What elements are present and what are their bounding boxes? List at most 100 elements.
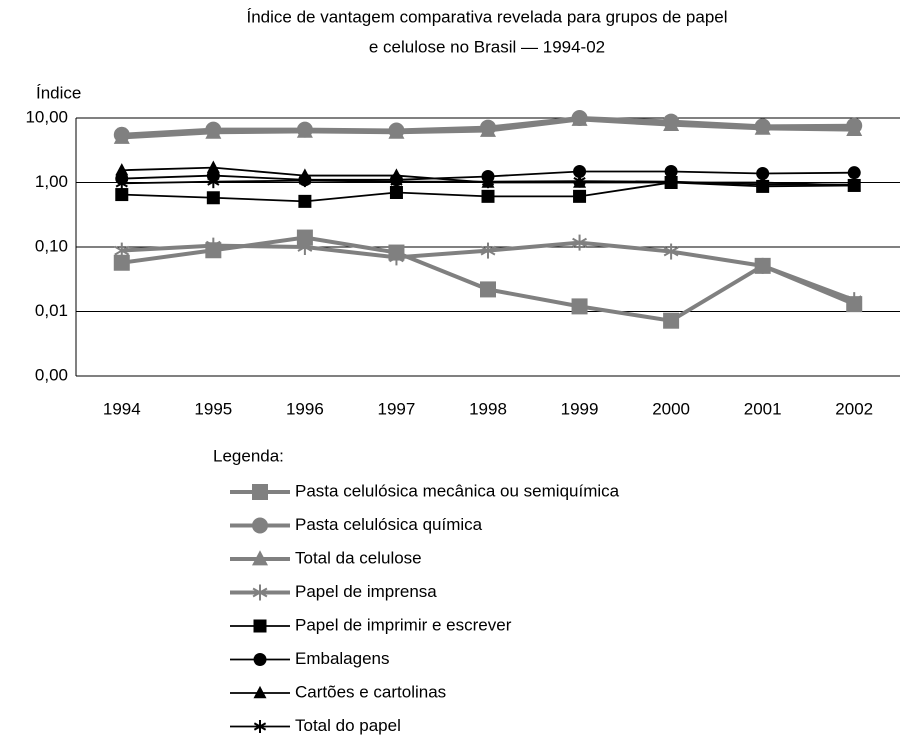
legend-label: Total da celulose: [295, 548, 422, 567]
legend-label: Total do papel: [295, 716, 401, 735]
marker-stroke: [848, 180, 861, 189]
marker: [115, 176, 128, 190]
marker: [297, 239, 313, 255]
marker: [573, 165, 587, 179]
x-tick-label: 2002: [835, 399, 873, 418]
marker: [389, 249, 404, 266]
y-tick-label: 0,01: [35, 301, 68, 320]
marker-stroke: [846, 295, 862, 306]
marker: [480, 281, 496, 298]
marker-stroke: [756, 180, 769, 189]
marker: [253, 619, 267, 633]
marker: [252, 484, 268, 500]
legend-label: Pasta celulósica química: [295, 515, 483, 534]
marker: [389, 185, 403, 199]
marker: [296, 229, 313, 246]
marker: [756, 178, 769, 192]
marker-stroke: [115, 179, 128, 188]
chart-title: Índice de vantagem comparativa revelada …: [246, 7, 727, 26]
marker: [664, 175, 678, 189]
marker-stroke: [664, 177, 678, 186]
x-tick-label: 1996: [286, 399, 324, 418]
marker-stroke: [114, 245, 130, 256]
x-tick-label: 1997: [378, 399, 416, 418]
marker: [252, 584, 268, 601]
marker-stroke: [298, 176, 312, 185]
marker: [114, 242, 130, 259]
legend-label: Papel de imprensa: [295, 582, 437, 601]
marker-stroke: [253, 722, 267, 731]
marker-stroke: [663, 246, 679, 257]
marker: [573, 189, 587, 203]
marker-stroke: [573, 177, 586, 186]
x-tick-label: 1999: [561, 399, 599, 418]
marker: [253, 653, 267, 666]
marker: [298, 194, 312, 208]
marker-stroke: [480, 245, 496, 256]
marker: [206, 160, 220, 173]
chart-title: e celulose no Brasil — 1994-02: [369, 37, 605, 56]
marker: [481, 189, 495, 203]
marker: [253, 685, 267, 699]
x-tick-label: 1998: [469, 399, 507, 418]
marker-stroke: [389, 252, 404, 263]
marker: [663, 243, 679, 260]
marker-stroke: [297, 242, 313, 252]
marker: [663, 312, 680, 329]
marker: [115, 163, 129, 176]
y-axis-label: Índice: [36, 83, 81, 102]
marker: [298, 174, 312, 188]
marker: [296, 122, 313, 138]
marker: [663, 115, 680, 132]
y-tick-label: 0,00: [35, 365, 68, 384]
marker: [115, 188, 129, 202]
marker: [480, 121, 496, 137]
marker: [113, 128, 130, 144]
marker: [846, 120, 863, 137]
marker: [571, 298, 588, 315]
marker: [390, 175, 403, 189]
legend-label: Embalagens: [295, 649, 390, 668]
marker: [252, 517, 268, 534]
y-tick-label: 10,00: [25, 107, 68, 126]
marker: [847, 166, 861, 180]
marker: [756, 166, 770, 180]
marker-stroke: [390, 177, 403, 186]
marker: [754, 119, 771, 135]
marker: [571, 110, 588, 126]
marker: [113, 254, 130, 271]
marker: [846, 292, 862, 309]
legend-title: Legenda:: [213, 446, 284, 465]
legend-label: Cartões e cartolinas: [295, 682, 446, 701]
marker-stroke: [207, 177, 220, 186]
marker: [848, 178, 861, 192]
y-tick-label: 0,10: [35, 236, 68, 255]
marker-stroke: [252, 587, 268, 598]
marker: [389, 168, 403, 181]
marker: [481, 175, 495, 189]
marker-stroke: [572, 237, 587, 248]
y-tick-label: 1,00: [35, 172, 68, 191]
legend-label: Pasta celulósica mecânica ou semiquímica: [295, 481, 620, 500]
x-tick-label: 2001: [744, 399, 782, 418]
marker: [252, 550, 268, 566]
legend-label: Papel de imprimir e escrever: [295, 615, 512, 634]
x-tick-label: 2000: [652, 399, 690, 418]
marker-stroke: [205, 240, 221, 251]
marker: [207, 175, 220, 189]
marker: [573, 174, 586, 188]
marker: [664, 165, 678, 179]
x-tick-label: 1995: [194, 399, 232, 418]
marker-stroke: [755, 260, 771, 271]
marker-stroke: [481, 177, 495, 186]
marker: [205, 123, 222, 139]
marker: [755, 257, 771, 274]
marker: [206, 191, 220, 205]
marker: [205, 237, 221, 254]
marker: [253, 720, 267, 733]
marker: [480, 242, 496, 259]
marker: [388, 123, 405, 139]
marker: [572, 234, 587, 251]
x-tick-label: 1994: [103, 399, 141, 418]
